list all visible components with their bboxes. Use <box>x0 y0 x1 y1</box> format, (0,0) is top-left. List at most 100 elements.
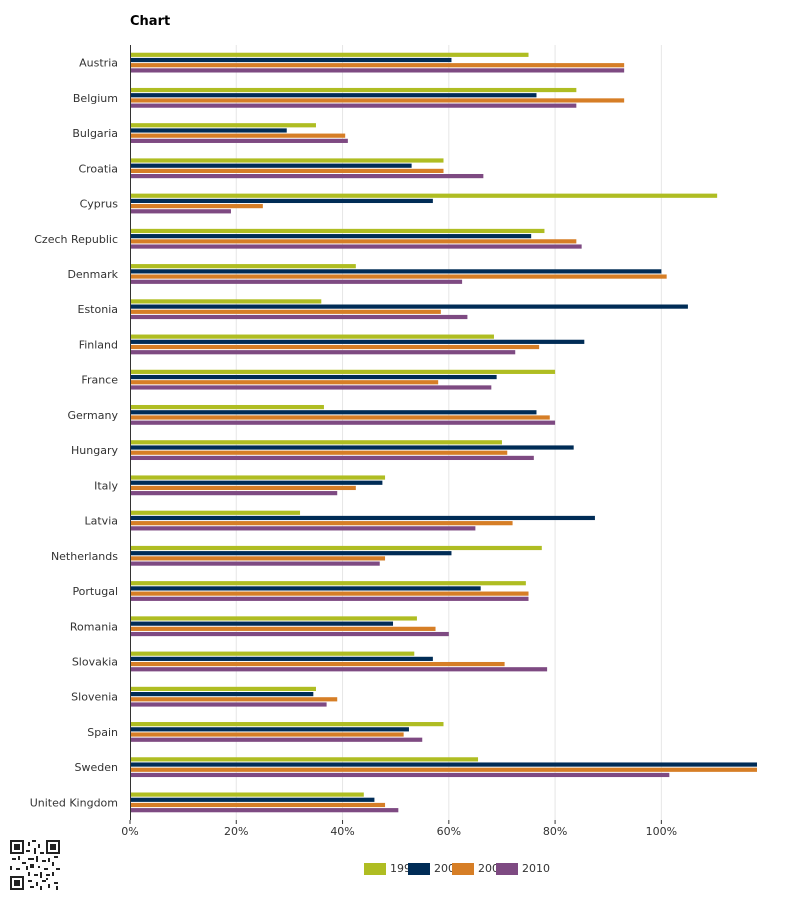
bar-belgium-2005 <box>130 98 625 103</box>
category-label: Belgium <box>73 92 118 105</box>
bar-italy-2010 <box>130 491 338 496</box>
bar-cyprus-2000 <box>130 198 433 204</box>
bar-portugal-2010 <box>130 596 529 601</box>
category-label: Sweden <box>75 761 118 774</box>
legend-label: 2010 <box>522 862 550 875</box>
x-tick-label: 60% <box>437 825 461 838</box>
legend-swatch <box>408 863 430 875</box>
bar-czech-republic-2000 <box>130 234 532 239</box>
bar-belgium-1995 <box>130 87 577 93</box>
bar-romania-2005 <box>130 626 436 631</box>
bar-france-2005 <box>130 380 439 385</box>
bar-italy-1995 <box>130 475 386 480</box>
bar-netherlands-2000 <box>130 551 452 556</box>
bar-sweden-2010 <box>130 772 670 778</box>
bar-united-kingdom-1995 <box>130 792 364 797</box>
bar-bulgaria-2000 <box>130 128 287 133</box>
bar-portugal-1995 <box>130 581 526 586</box>
bar-finland-2010 <box>130 350 516 355</box>
bar-denmark-1995 <box>130 264 356 269</box>
bar-austria-1995 <box>130 52 529 57</box>
category-label: Slovakia <box>72 655 118 668</box>
bar-portugal-2005 <box>130 591 529 596</box>
bar-france-1995 <box>130 369 556 374</box>
bar-finland-1995 <box>130 334 494 339</box>
axes: Austria Belgium Bulgaria Croatia Cyprus Czech… <box>30 45 677 838</box>
category-label: Slovenia <box>71 691 118 704</box>
x-tick-label: 0% <box>121 825 138 838</box>
bar-czech-republic-2010 <box>130 244 582 249</box>
category-label: Netherlands <box>51 550 118 563</box>
bar-croatia-2000 <box>130 163 412 168</box>
category-label: Finland <box>79 338 118 351</box>
bar-spain-2010 <box>130 737 423 742</box>
x-tick-label: 40% <box>330 825 354 838</box>
legend-label: 199 <box>390 862 411 875</box>
bar-hungary-2000 <box>130 445 574 450</box>
bar-slovakia-2000 <box>130 656 433 661</box>
bar-germany-1995 <box>130 404 324 410</box>
bar-slovakia-2010 <box>130 667 548 672</box>
bar-denmark-2010 <box>130 279 463 284</box>
bar-france-2010 <box>130 385 492 390</box>
legend-swatch <box>496 863 518 875</box>
category-label: Estonia <box>78 303 119 316</box>
bar-romania-1995 <box>130 616 417 621</box>
bar-sweden-1995 <box>130 757 479 762</box>
bar-slovenia-2010 <box>130 702 327 707</box>
bar-estonia-1995 <box>130 299 322 304</box>
bar-bulgaria-2005 <box>130 133 346 138</box>
x-tick-label: 80% <box>543 825 567 838</box>
bar-latvia-2000 <box>130 515 595 521</box>
bar-slovakia-2005 <box>130 661 505 667</box>
bar-czech-republic-1995 <box>130 228 545 234</box>
bar-belgium-2000 <box>130 93 537 98</box>
category-label: Cyprus <box>80 198 119 211</box>
category-label: Romania <box>70 620 118 633</box>
bar-romania-2010 <box>130 631 449 637</box>
bar-bulgaria-2010 <box>130 138 348 143</box>
bar-croatia-2010 <box>130 173 484 179</box>
bar-hungary-1995 <box>130 440 502 445</box>
bar-latvia-1995 <box>130 510 301 515</box>
bar-slovenia-2000 <box>130 692 314 697</box>
page-title: Chart <box>130 14 171 29</box>
bar-czech-republic-2005 <box>130 239 577 244</box>
bar-germany-2005 <box>130 415 550 420</box>
bar-cyprus-2005 <box>130 204 263 209</box>
category-label: United Kingdom <box>30 796 118 809</box>
category-label: Croatia <box>78 162 118 175</box>
category-label: Hungary <box>71 444 118 457</box>
bar-united-kingdom-2000 <box>130 797 375 802</box>
bar-france-2000 <box>130 374 497 380</box>
bar-latvia-2005 <box>130 521 513 526</box>
bar-austria-2000 <box>130 57 452 63</box>
qr-code-icon <box>10 840 60 890</box>
bar-austria-2010 <box>130 68 625 73</box>
bar-estonia-2010 <box>130 314 468 320</box>
x-tick-label: 20% <box>224 825 248 838</box>
category-label: Latvia <box>85 515 119 528</box>
bar-hungary-2010 <box>130 455 534 461</box>
legend-swatch <box>364 863 386 875</box>
bar-latvia-2010 <box>130 526 476 531</box>
bar-italy-2000 <box>130 480 383 485</box>
bar-bulgaria-1995 <box>130 123 316 128</box>
category-label: Portugal <box>72 585 118 598</box>
bar-romania-2000 <box>130 621 394 626</box>
bar-italy-2005 <box>130 485 356 491</box>
legend-label: 200 <box>434 862 455 875</box>
bar-croatia-1995 <box>130 158 444 163</box>
legend-label: 200 <box>478 862 499 875</box>
bar-spain-2005 <box>130 732 404 737</box>
bar-united-kingdom-2010 <box>130 808 399 813</box>
bar-estonia-2000 <box>130 304 688 309</box>
legend-swatch <box>452 863 474 875</box>
bar-sweden-2000 <box>130 762 757 767</box>
category-label: Austria <box>79 57 118 70</box>
bar-cyprus-2010 <box>130 209 231 214</box>
bar-slovenia-2005 <box>130 697 338 702</box>
bar-netherlands-2005 <box>130 556 386 561</box>
bar-netherlands-2010 <box>130 561 380 566</box>
